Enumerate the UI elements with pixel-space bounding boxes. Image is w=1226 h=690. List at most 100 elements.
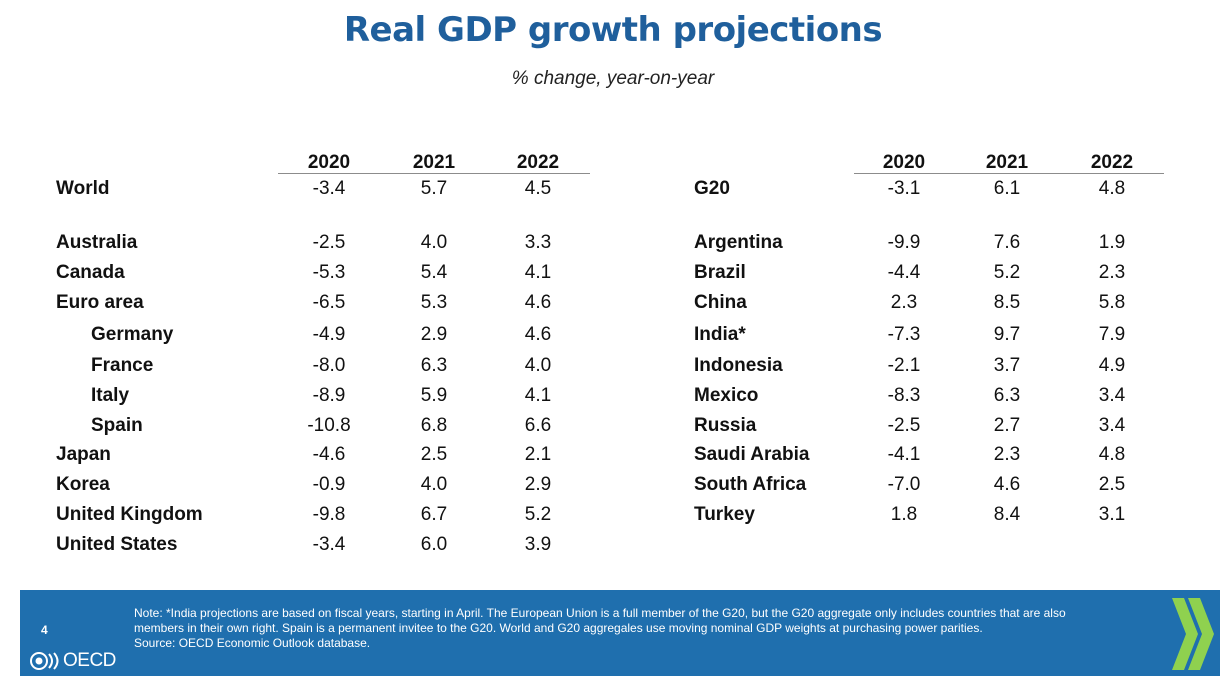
country-name: Turkey	[694, 504, 755, 525]
value-2020: 2.3	[890, 292, 918, 313]
value-2021: 5.3	[420, 292, 448, 313]
note-line-2: members in their own right. Spain is a p…	[134, 621, 983, 635]
year-header-2021: 2021	[412, 152, 456, 173]
year-header-2022: 2022	[1090, 152, 1134, 173]
value-2020: -10.8	[307, 415, 351, 436]
value-2020: -2.5	[887, 415, 921, 436]
value-2021: 6.3	[993, 385, 1021, 406]
value-2022: 4.1	[524, 262, 552, 283]
value-2022: 1.9	[1098, 232, 1126, 253]
value-2021: 6.3	[420, 355, 448, 376]
oecd-logo-text: OECD	[63, 650, 116, 671]
value-2021: 2.3	[993, 444, 1021, 465]
country-name: Canada	[56, 262, 125, 283]
value-2022: 5.2	[524, 504, 552, 525]
country-name: China	[694, 292, 747, 313]
country-name: Australia	[56, 232, 138, 253]
value-2020: -9.9	[887, 232, 921, 253]
value-2022: 3.4	[1098, 385, 1126, 406]
value-2021: 4.0	[420, 232, 448, 253]
value-2020: -4.9	[312, 324, 346, 345]
value-2022: 4.1	[524, 385, 552, 406]
value-2022: 3.4	[1098, 415, 1126, 436]
value-2021: 2.5	[420, 444, 448, 465]
value-2022: 4.9	[1098, 355, 1126, 376]
value-2020: -8.9	[312, 385, 346, 406]
header-rule	[278, 173, 590, 174]
source-line: Source: OECD Economic Outlook database.	[134, 636, 371, 650]
value-2020: -3.1	[887, 178, 921, 199]
value-2022: 3.1	[1098, 504, 1126, 525]
footnote: Note: *India projections are based on fi…	[134, 606, 1144, 651]
header-rule	[854, 173, 1164, 174]
country-name: Germany	[91, 324, 174, 345]
value-2021: 7.6	[993, 232, 1021, 253]
country-name: India*	[694, 324, 746, 345]
value-2022: 2.9	[524, 474, 552, 495]
value-2021: 5.9	[420, 385, 448, 406]
page-title: Real GDP growth projections	[343, 10, 883, 50]
country-name: Italy	[91, 385, 130, 406]
country-name: United Kingdom	[56, 504, 203, 525]
value-2020: -2.1	[887, 355, 921, 376]
value-2021: 9.7	[993, 324, 1021, 345]
value-2021: 3.7	[993, 355, 1021, 376]
value-2021: 6.7	[420, 504, 448, 525]
country-name: Japan	[56, 444, 111, 465]
value-2022: 4.0	[524, 355, 552, 376]
country-name: Brazil	[694, 262, 746, 283]
value-2022: 4.6	[524, 292, 552, 313]
value-2021: 2.7	[993, 415, 1021, 436]
value-2021: 8.5	[993, 292, 1021, 313]
value-2022: 4.6	[524, 324, 552, 345]
value-2020: 1.8	[890, 504, 918, 525]
value-2020: -8.3	[887, 385, 921, 406]
page-number: 4	[41, 623, 48, 637]
country-name: Russia	[694, 415, 757, 436]
value-2021: 4.6	[993, 474, 1021, 495]
country-name: Indonesia	[694, 355, 783, 376]
chevrons-icon	[1172, 598, 1214, 670]
footer-band: 4 Note: *India projections are based on …	[20, 590, 1220, 676]
value-2021: 8.4	[993, 504, 1021, 525]
value-2020: -4.6	[312, 444, 346, 465]
country-name: Spain	[91, 415, 143, 436]
oecd-logo: OECD	[29, 650, 116, 672]
value-2020: -3.4	[312, 534, 346, 555]
value-2022: 2.1	[524, 444, 552, 465]
value-2021: 4.0	[420, 474, 448, 495]
country-name: Saudi Arabia	[694, 444, 810, 465]
value-2021: 5.2	[993, 262, 1021, 283]
value-2022: 3.9	[524, 534, 552, 555]
country-name: United States	[56, 534, 178, 555]
year-header-2022: 2022	[516, 152, 560, 173]
country-name: Korea	[56, 474, 110, 495]
year-header-2020: 2020	[882, 152, 926, 173]
value-2020: -9.8	[312, 504, 346, 525]
value-2022: 3.3	[524, 232, 552, 253]
value-2020: -4.1	[887, 444, 921, 465]
value-2021: 2.9	[420, 324, 448, 345]
country-name: World	[56, 178, 110, 199]
value-2020: -6.5	[312, 292, 346, 313]
value-2020: -7.0	[887, 474, 921, 495]
value-2022: 5.8	[1098, 292, 1126, 313]
country-name: Argentina	[694, 232, 783, 253]
value-2020: -5.3	[312, 262, 346, 283]
country-name: Mexico	[694, 385, 759, 406]
value-2020: -7.3	[887, 324, 921, 345]
value-2020: -0.9	[312, 474, 346, 495]
value-2022: 4.8	[1098, 178, 1126, 199]
page-subtitle: % change, year-on-year	[511, 68, 715, 89]
year-header-2020: 2020	[307, 152, 351, 173]
country-name: G20	[694, 178, 730, 199]
value-2021: 6.1	[993, 178, 1021, 199]
value-2022: 4.5	[524, 178, 552, 199]
value-2020: -3.4	[312, 178, 346, 199]
value-2022: 2.3	[1098, 262, 1126, 283]
value-2020: -4.4	[887, 262, 921, 283]
value-2020: -2.5	[312, 232, 346, 253]
value-2021: 5.7	[420, 178, 448, 199]
value-2020: -8.0	[312, 355, 346, 376]
value-2021: 6.8	[420, 415, 448, 436]
